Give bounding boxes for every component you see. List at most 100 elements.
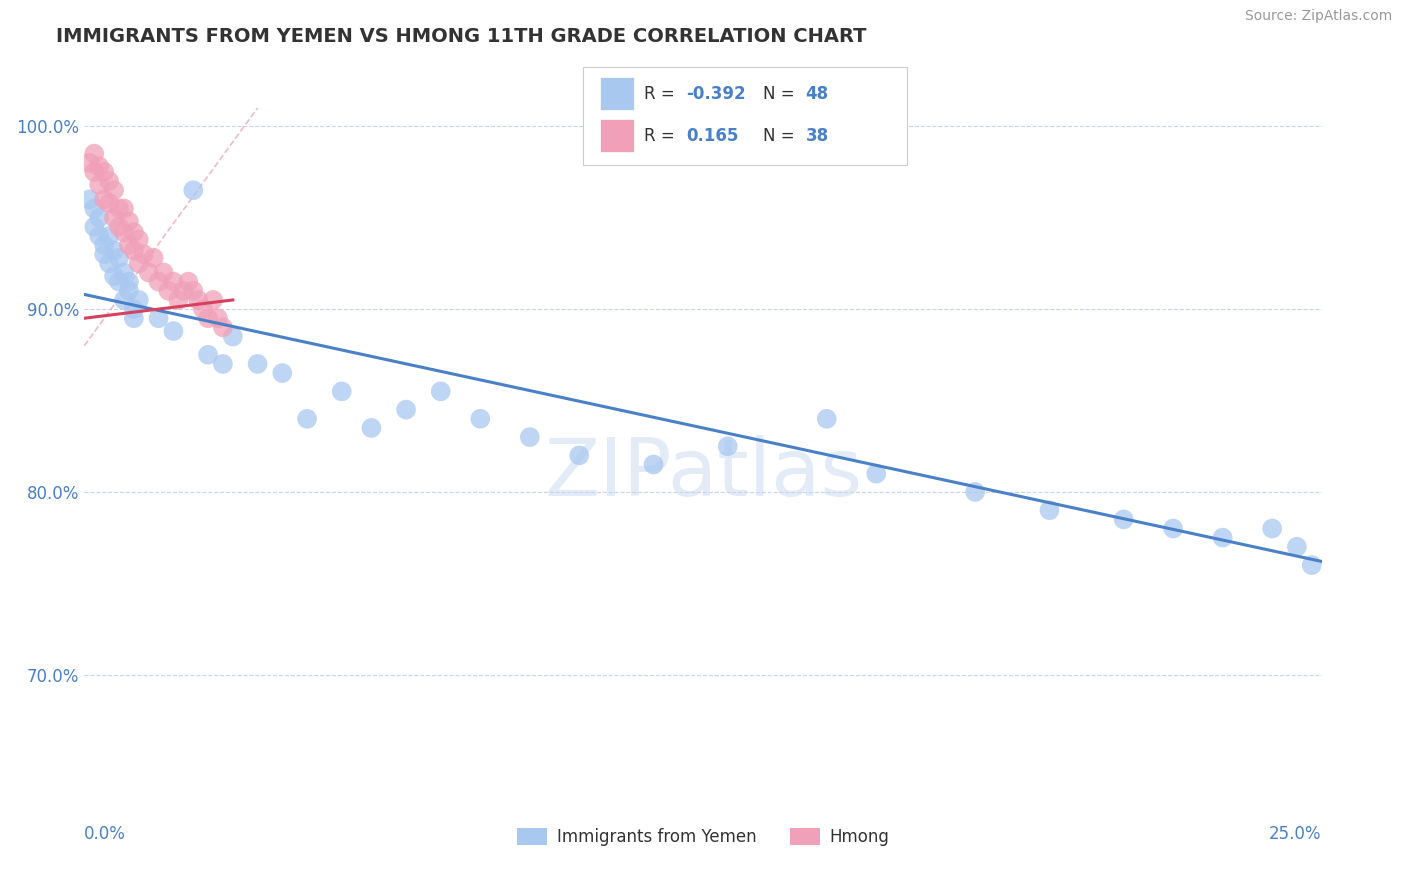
Point bbox=[202, 293, 225, 307]
Point bbox=[138, 265, 160, 279]
Point bbox=[246, 357, 269, 371]
Point bbox=[112, 265, 135, 279]
Point bbox=[83, 219, 105, 234]
Point bbox=[568, 448, 591, 462]
Point bbox=[103, 183, 125, 197]
Point bbox=[212, 357, 235, 371]
Point bbox=[98, 228, 121, 243]
Point bbox=[93, 238, 115, 252]
Point bbox=[83, 165, 105, 179]
Point bbox=[148, 275, 170, 289]
Point bbox=[1212, 531, 1234, 545]
Text: N =: N = bbox=[763, 85, 800, 103]
Point bbox=[181, 284, 204, 298]
Point bbox=[93, 192, 115, 206]
Point bbox=[181, 183, 204, 197]
Point bbox=[429, 384, 451, 399]
Point bbox=[118, 238, 141, 252]
Point bbox=[643, 458, 665, 472]
Point bbox=[103, 244, 125, 258]
Point bbox=[395, 402, 418, 417]
Text: IMMIGRANTS FROM YEMEN VS HMONG 11TH GRADE CORRELATION CHART: IMMIGRANTS FROM YEMEN VS HMONG 11TH GRAD… bbox=[56, 27, 866, 45]
Point bbox=[295, 411, 318, 425]
Point bbox=[122, 311, 145, 326]
Point bbox=[93, 165, 115, 179]
Point bbox=[108, 202, 131, 216]
Point bbox=[162, 324, 184, 338]
Point bbox=[122, 244, 145, 258]
Point bbox=[865, 467, 887, 481]
Point bbox=[89, 160, 111, 174]
Point bbox=[112, 225, 135, 239]
Point bbox=[142, 251, 165, 265]
Point bbox=[89, 211, 111, 225]
Point bbox=[98, 256, 121, 270]
Point bbox=[128, 233, 150, 247]
Text: ZIPatlas: ZIPatlas bbox=[544, 434, 862, 513]
Text: Source: ZipAtlas.com: Source: ZipAtlas.com bbox=[1244, 9, 1392, 23]
Point bbox=[1285, 540, 1308, 554]
Text: R =: R = bbox=[644, 127, 681, 145]
Point bbox=[191, 301, 214, 316]
Point bbox=[717, 439, 740, 453]
Point bbox=[1038, 503, 1060, 517]
Point bbox=[79, 192, 101, 206]
Y-axis label: 11th Grade: 11th Grade bbox=[0, 390, 6, 484]
Point bbox=[157, 284, 180, 298]
Point bbox=[212, 320, 235, 334]
Point bbox=[118, 275, 141, 289]
Point bbox=[108, 251, 131, 265]
Point bbox=[118, 214, 141, 228]
Point bbox=[1112, 512, 1135, 526]
Point bbox=[83, 146, 105, 161]
Point bbox=[197, 348, 219, 362]
Point bbox=[98, 196, 121, 211]
Point bbox=[222, 329, 245, 343]
Text: 0.165: 0.165 bbox=[686, 127, 738, 145]
Text: R =: R = bbox=[644, 85, 681, 103]
Point bbox=[93, 247, 115, 261]
Point bbox=[122, 225, 145, 239]
Point bbox=[1161, 521, 1184, 535]
Point bbox=[148, 311, 170, 326]
Point bbox=[470, 411, 492, 425]
Point bbox=[162, 275, 184, 289]
Point bbox=[118, 284, 141, 298]
Text: 38: 38 bbox=[806, 127, 828, 145]
Point bbox=[177, 275, 200, 289]
Point bbox=[207, 311, 229, 326]
Text: 48: 48 bbox=[806, 85, 828, 103]
Point bbox=[360, 421, 382, 435]
Point bbox=[152, 265, 174, 279]
Point bbox=[128, 256, 150, 270]
Point bbox=[197, 311, 219, 326]
Point bbox=[108, 275, 131, 289]
Point bbox=[815, 411, 838, 425]
Point bbox=[89, 178, 111, 192]
Point bbox=[79, 155, 101, 169]
Point bbox=[89, 228, 111, 243]
Point bbox=[132, 247, 155, 261]
Point bbox=[1261, 521, 1284, 535]
Legend: Immigrants from Yemen, Hmong: Immigrants from Yemen, Hmong bbox=[510, 822, 896, 853]
Point bbox=[128, 293, 150, 307]
Text: 0.0%: 0.0% bbox=[84, 825, 127, 843]
Point bbox=[98, 174, 121, 188]
Point bbox=[108, 219, 131, 234]
Point bbox=[172, 284, 194, 298]
Point bbox=[965, 484, 987, 499]
Text: -0.392: -0.392 bbox=[686, 85, 745, 103]
Point bbox=[271, 366, 294, 380]
Point bbox=[103, 269, 125, 284]
Point bbox=[519, 430, 541, 444]
Point bbox=[83, 202, 105, 216]
Point bbox=[1301, 558, 1323, 573]
Point bbox=[112, 293, 135, 307]
Point bbox=[122, 301, 145, 316]
Point bbox=[187, 293, 209, 307]
Text: 25.0%: 25.0% bbox=[1270, 825, 1322, 843]
Text: N =: N = bbox=[763, 127, 800, 145]
Point bbox=[330, 384, 353, 399]
Point bbox=[167, 293, 190, 307]
Point bbox=[112, 202, 135, 216]
